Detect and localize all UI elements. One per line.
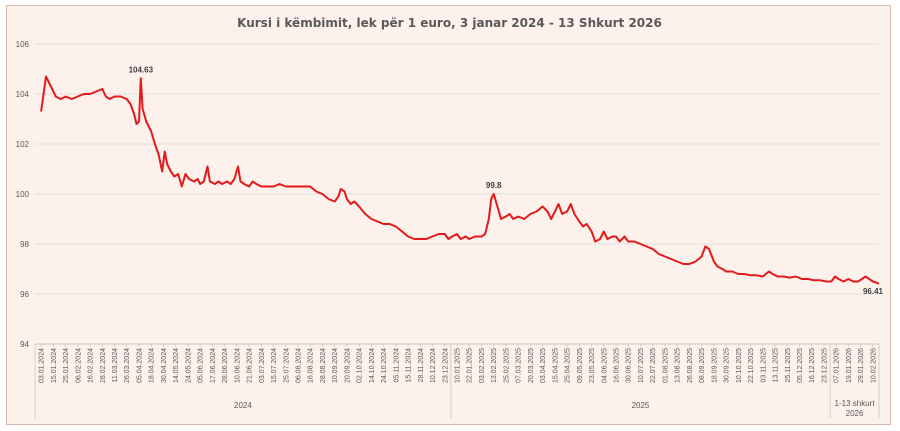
x-tick-label: 26.08.2025 xyxy=(687,348,694,383)
x-tick-label: 02.10.2024 xyxy=(357,348,364,383)
x-tick-label: 24.10.2024 xyxy=(381,348,388,383)
y-tick-label: 100 xyxy=(16,190,30,199)
y-tick-label: 102 xyxy=(16,140,30,149)
x-tick-label: 15.07.2024 xyxy=(271,348,278,383)
group-label: 1-13 shkurt xyxy=(835,399,876,408)
x-tick-label: 06.08.2024 xyxy=(295,348,302,383)
x-tick-label: 18.04.2024 xyxy=(149,348,156,383)
x-tick-label: 13.02.2025 xyxy=(491,348,498,383)
y-tick-label: 96 xyxy=(20,290,29,299)
chart-title: Kursi i këmbimit, lek për 1 euro, 3 jana… xyxy=(237,16,662,30)
x-tick-label: 22.01.2025 xyxy=(467,348,474,383)
x-tick-label: 22.10.2025 xyxy=(748,348,755,383)
x-tick-label: 03.07.2024 xyxy=(259,348,266,383)
x-tick-label: 01.08.2025 xyxy=(662,348,669,383)
y-tick-label: 94 xyxy=(20,340,29,349)
x-tick-label: 17.06.2024 xyxy=(210,348,217,383)
x-tick-label: 23.12.2025 xyxy=(821,348,828,383)
x-tick-label: 28.11.2024 xyxy=(418,348,425,383)
x-tick-label: 10.12.2024 xyxy=(430,348,437,383)
data-label: 99.8 xyxy=(486,181,502,190)
x-tick-label: 03.02.2025 xyxy=(479,348,486,383)
x-tick-label: 20.03.2025 xyxy=(528,348,535,383)
x-tick-label: 05.11.2024 xyxy=(393,348,400,383)
x-tick-label: 10.06.2024 xyxy=(234,348,241,383)
x-tick-label: 28.02.2024 xyxy=(100,348,107,383)
x-tick-label: 04.06.2025 xyxy=(601,348,608,383)
x-tick-label: 10.01.2025 xyxy=(455,348,462,383)
x-tick-label: 25.11.2025 xyxy=(785,348,792,383)
x-tick-label: 11.03.2024 xyxy=(112,348,119,383)
x-tick-label: 25.02.2025 xyxy=(503,348,510,383)
group-label: 2025 xyxy=(632,401,650,410)
x-tick-label: 25.01.2024 xyxy=(63,348,70,383)
x-tick-label: 16.12.2025 xyxy=(809,348,816,383)
x-tick-label: 05.06.2024 xyxy=(198,348,205,383)
x-tick-label: 13.11.2025 xyxy=(773,348,780,383)
x-tick-label: 23.05.2025 xyxy=(589,348,596,383)
x-tick-label: 15.11.2024 xyxy=(406,348,413,383)
y-tick-label: 104 xyxy=(16,90,30,99)
x-tick-label: 13.08.2025 xyxy=(675,348,682,383)
x-tick-label: 16.08.2024 xyxy=(308,348,315,383)
x-tick-label: 06.02.2024 xyxy=(75,348,82,383)
x-tick-label: 15.01.2024 xyxy=(51,348,58,383)
x-tick-label: 19.01.2026 xyxy=(846,348,853,383)
x-tick-label: 28.08.2024 xyxy=(320,348,327,383)
x-tick-label: 09.05.2025 xyxy=(577,348,584,383)
line-chart: 94 96 98 100 102 104 106 03.01.2024 15.01.2024 25… xyxy=(16,40,884,418)
x-tick-label: 23.12.2024 xyxy=(442,348,449,383)
x-tick-label: 10.07.2025 xyxy=(638,348,645,383)
x-tick-label: 05.12.2025 xyxy=(797,348,804,383)
x-tick-label: 21.06.2024 xyxy=(247,348,254,383)
x-tick-label: 03.11.2025 xyxy=(760,348,767,383)
x-tick-label: 03.04.2025 xyxy=(540,348,547,383)
x-tick-label: 07.01.2026 xyxy=(834,348,841,383)
data-label: 96.41 xyxy=(863,287,884,296)
x-tick-label: 03.01.2024 xyxy=(39,348,46,383)
x-tick-label: 10.09.2024 xyxy=(332,348,339,383)
x-tick-label: 05.04.2024 xyxy=(136,348,143,383)
x-tick-label: 16.02.2024 xyxy=(88,348,95,383)
x-tick-label: 24.05.2024 xyxy=(185,348,192,383)
x-tick-label: 30.06.2025 xyxy=(626,348,633,383)
group-label: 2026 xyxy=(846,409,864,418)
x-tick-label: 28.06.2024 xyxy=(222,348,229,383)
x-tick-label: 15.04.2025 xyxy=(552,348,559,383)
x-tick-label: 25.04.2025 xyxy=(565,348,572,383)
x-tick-label: 16.06.2025 xyxy=(614,348,621,383)
x-tick-label: 26.03.2024 xyxy=(124,348,131,383)
x-tick-label: 30.04.2024 xyxy=(161,348,168,383)
y-tick-label: 106 xyxy=(16,40,30,49)
x-tick-label: 20.09.2024 xyxy=(344,348,351,383)
x-tick-label: 22.07.2025 xyxy=(650,348,657,383)
x-tick-label: 07.03.2025 xyxy=(516,348,523,383)
x-tick-label: 18.09.2025 xyxy=(711,348,718,383)
x-tick-label: 10.10.2025 xyxy=(736,348,743,383)
series-line xyxy=(40,75,880,285)
x-tick-label: 30.09.2025 xyxy=(724,348,731,383)
x-tick-label: 14.05.2024 xyxy=(173,348,180,383)
x-tick-label: 14.10.2024 xyxy=(369,348,376,383)
chart-frame: Kursi i këmbimit, lek për 1 euro, 3 jana… xyxy=(6,5,891,425)
y-tick-label: 98 xyxy=(20,240,29,249)
x-tick-label: 08.09.2025 xyxy=(699,348,706,383)
x-tick-label: 10.02.2026 xyxy=(870,348,877,383)
data-label: 104.63 xyxy=(129,65,154,74)
x-tick-label: 29.01.2026 xyxy=(858,348,865,383)
group-label: 2024 xyxy=(234,401,252,410)
x-tick-label: 25.07.2024 xyxy=(283,348,290,383)
